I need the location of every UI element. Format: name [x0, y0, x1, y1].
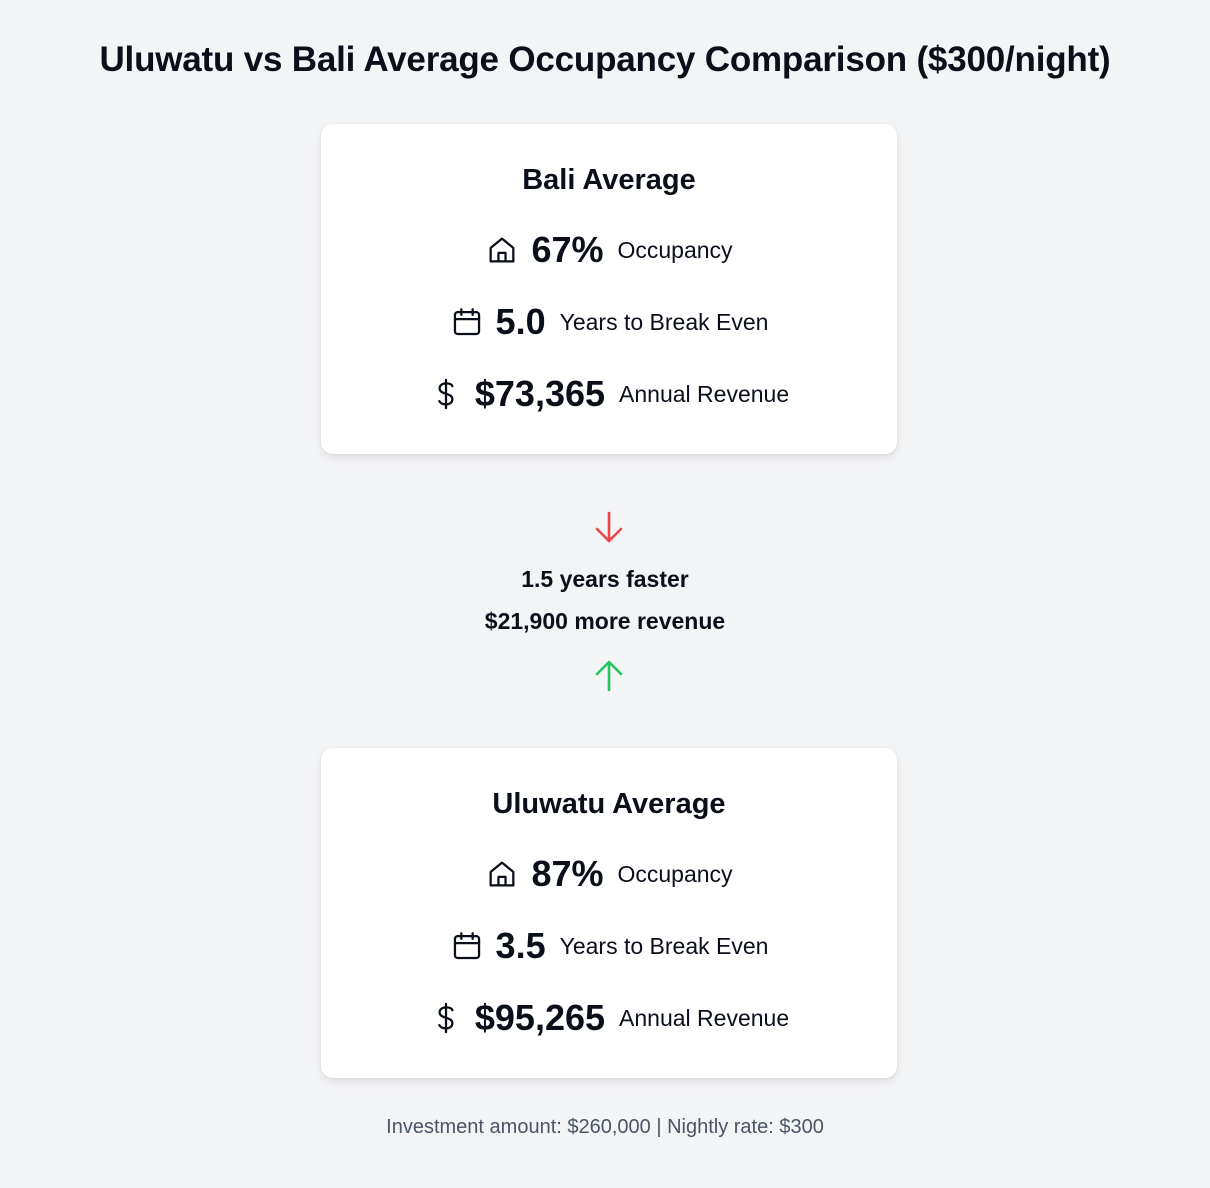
- footer-note: Investment amount: $260,000 | Nightly ra…: [386, 1116, 824, 1138]
- revenue-difference: $21,900 more revenue: [484, 608, 726, 634]
- occupancy-metric: 67% Occupancy: [321, 228, 897, 272]
- revenue-metric: $95,265 Annual Revenue: [321, 996, 897, 1040]
- bali-average-card: Bali Average 67% Occupancy 5.0 Years to …: [321, 124, 897, 454]
- dollar-icon: [429, 377, 463, 411]
- occupancy-value: 87%: [531, 853, 604, 894]
- revenue-value: $73,365: [474, 373, 606, 414]
- break-even-label: Years to Break Even: [559, 932, 769, 959]
- break-even-label: Years to Break Even: [559, 308, 769, 335]
- calendar-icon: [450, 305, 484, 339]
- occupancy-value: 67%: [531, 229, 604, 270]
- revenue-metric: $73,365 Annual Revenue: [321, 372, 897, 416]
- card-title: Uluwatu Average: [492, 788, 726, 820]
- home-icon: [485, 233, 519, 267]
- break-even-metric: 5.0 Years to Break Even: [321, 300, 897, 344]
- revenue-value: $95,265: [474, 997, 606, 1038]
- dollar-icon: [429, 1001, 463, 1035]
- revenue-label: Annual Revenue: [619, 1004, 790, 1031]
- home-icon: [485, 857, 519, 891]
- calendar-icon: [450, 929, 484, 963]
- page-title: Uluwatu vs Bali Average Occupancy Compar…: [99, 40, 1111, 79]
- revenue-label: Annual Revenue: [619, 380, 790, 407]
- arrow-up-icon: [595, 660, 623, 692]
- years-difference: 1.5 years faster: [521, 566, 689, 592]
- occupancy-label: Occupancy: [617, 860, 733, 887]
- occupancy-metric: 87% Occupancy: [321, 852, 897, 896]
- break-even-value: 3.5: [495, 925, 546, 966]
- arrow-down-icon: [595, 511, 623, 543]
- break-even-metric: 3.5 Years to Break Even: [321, 924, 897, 968]
- card-title: Bali Average: [522, 164, 696, 196]
- occupancy-label: Occupancy: [617, 236, 733, 263]
- break-even-value: 5.0: [495, 301, 546, 342]
- uluwatu-average-card: Uluwatu Average 87% Occupancy 3.5 Years …: [321, 748, 897, 1078]
